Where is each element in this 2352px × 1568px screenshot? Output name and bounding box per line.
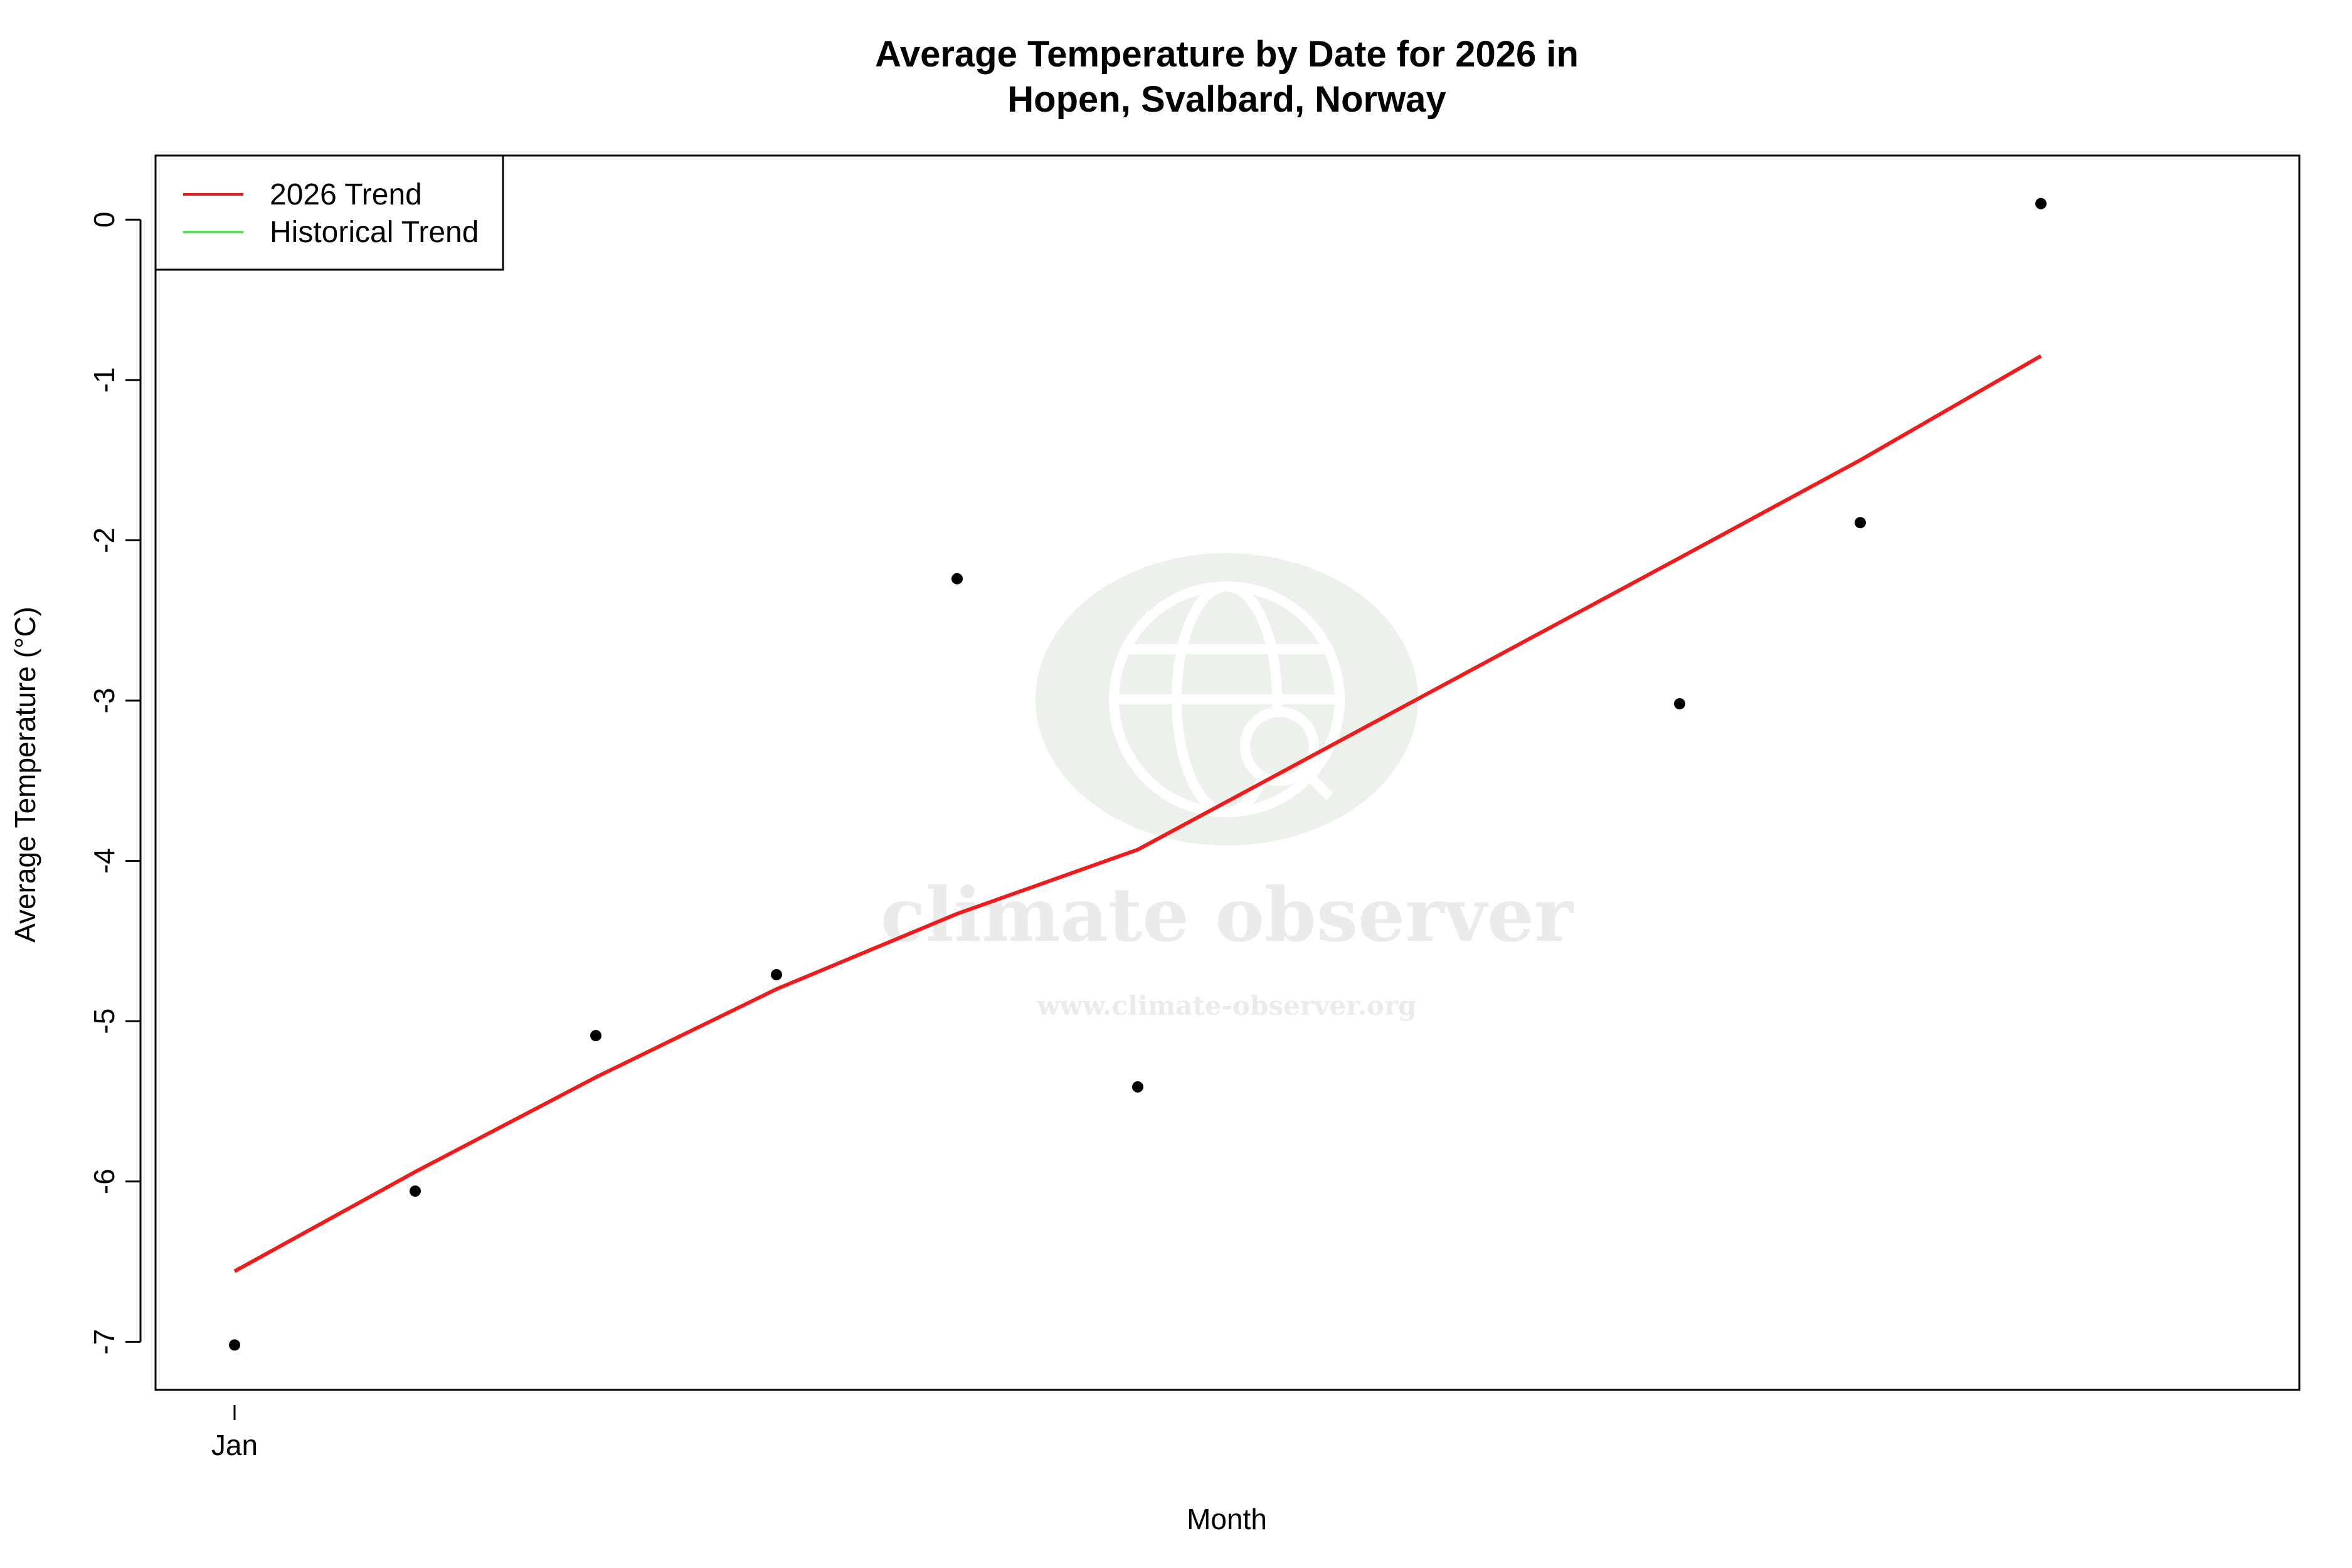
chart-title-line2: Hopen, Svalbard, Norway (1007, 79, 1446, 120)
data-point (951, 573, 963, 585)
x-tick-label: Jan (211, 1429, 258, 1461)
y-tick-label: -5 (88, 1009, 120, 1034)
x-axis-label: Month (1187, 1503, 1267, 1535)
y-tick-label: -6 (88, 1168, 120, 1194)
globe-search-icon (1109, 581, 1345, 817)
x-axis: Jan (211, 1405, 258, 1461)
legend: 2026 Trend Historical Trend (154, 154, 504, 271)
legend-label-historical-trend: Historical Trend (270, 216, 479, 249)
data-point (2035, 198, 2047, 209)
data-point (1132, 1081, 1143, 1093)
chart-title-line1: Average Temperature by Date for 2026 in (875, 34, 1579, 75)
y-tick-label: 0 (88, 211, 120, 228)
watermark-name: climate observer (881, 871, 1574, 958)
plot-frame (154, 154, 2301, 1391)
watermark-url: www.climate-observer.org (1037, 990, 1417, 1021)
legend-box (154, 154, 504, 271)
y-tick-label: -2 (88, 527, 120, 553)
data-point (1674, 698, 1685, 710)
points-layer (229, 198, 2047, 1351)
series-line-2026-trend (233, 354, 2042, 1273)
y-tick-label: -3 (88, 688, 120, 714)
y-tick-label: -1 (88, 367, 120, 393)
series-layer (233, 354, 2042, 1273)
y-tick-label: -7 (88, 1329, 120, 1355)
y-axis-label: Average Temperature (°C) (9, 607, 41, 943)
data-point (771, 969, 782, 981)
y-tick-label: -4 (88, 848, 120, 874)
data-point (229, 1339, 240, 1351)
data-point (590, 1030, 601, 1042)
watermark: climate observer www.climate-observer.or… (881, 553, 1574, 1021)
data-point (1855, 517, 1866, 529)
legend-label-2026-trend: 2026 Trend (270, 178, 422, 211)
data-point (410, 1185, 421, 1197)
y-axis: 0 -1 -2 -3 -4 -5 -6 -7 (88, 211, 142, 1355)
